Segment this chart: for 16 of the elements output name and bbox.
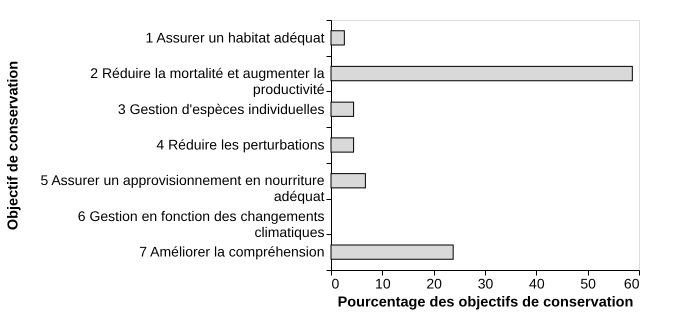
y-tick-label: 3 Gestion d'espèces individuelles (118, 100, 324, 117)
y-tick-label: 7 Améliorer la compréhension (139, 244, 324, 260)
x-tick-label: 60 (624, 276, 640, 292)
x-tick-label: 10 (375, 276, 391, 292)
y-axis-title: Objectif de conservation (6, 60, 22, 230)
y-tick-label: 1 Assurer un habitat adéquat (145, 29, 325, 46)
y-tick-label: 5 Assurer un approvisionnement en nourriture adéquat (40, 172, 325, 204)
x-tick-label: 0 (332, 276, 340, 292)
x-tick-label: 30 (478, 276, 494, 292)
x-tick-label: 50 (580, 276, 596, 292)
x-tick-label: 20 (426, 276, 442, 292)
x-axis-title: Pourcentage des objectifs de conservation (338, 294, 634, 310)
y-tick-label: 4 Réduire les perturbations (156, 136, 324, 152)
y-tick-label: 6 Gestion en fonction des changements climatiques (78, 208, 324, 240)
x-tick-label: 40 (529, 276, 545, 292)
y-tick-label: 2 Réduire la mortalité et augmenter la productivité (90, 65, 325, 98)
